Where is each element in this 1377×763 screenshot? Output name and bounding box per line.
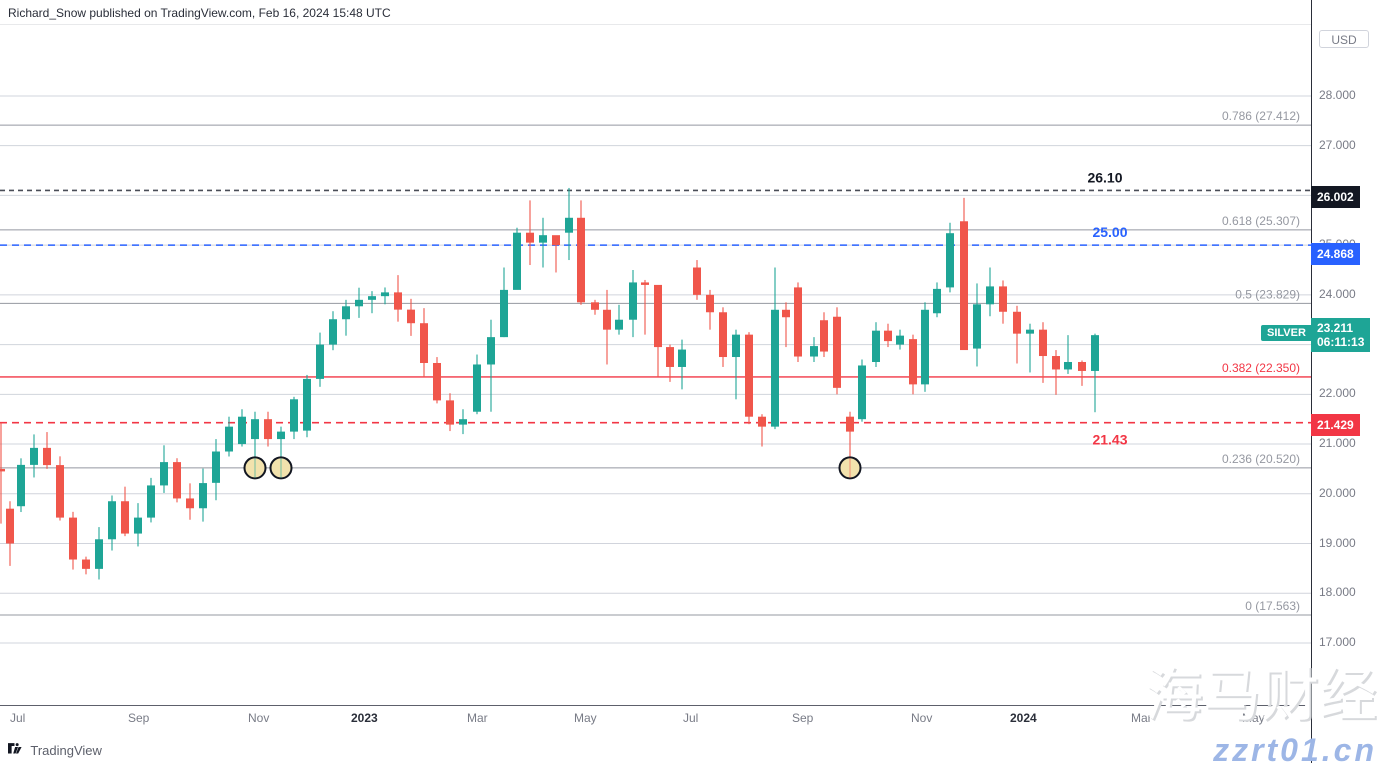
svg-text:海马财经: 海马财经 [1145,663,1377,728]
svg-text:0.786 (27.412): 0.786 (27.412) [1222,109,1300,123]
svg-text:26.10: 26.10 [1087,169,1122,185]
svg-text:zzrt01.cn: zzrt01.cn [1212,732,1377,763]
svg-text:0.5 (23.829): 0.5 (23.829) [1235,287,1300,301]
svg-text:0.236 (20.520): 0.236 (20.520) [1222,452,1300,466]
svg-text:0.618 (25.307): 0.618 (25.307) [1222,214,1300,228]
svg-text:25.00: 25.00 [1092,224,1127,240]
svg-text:0 (17.563): 0 (17.563) [1245,599,1300,613]
svg-text:21.43: 21.43 [1092,432,1127,448]
svg-text:0.382 (22.350): 0.382 (22.350) [1222,361,1300,375]
